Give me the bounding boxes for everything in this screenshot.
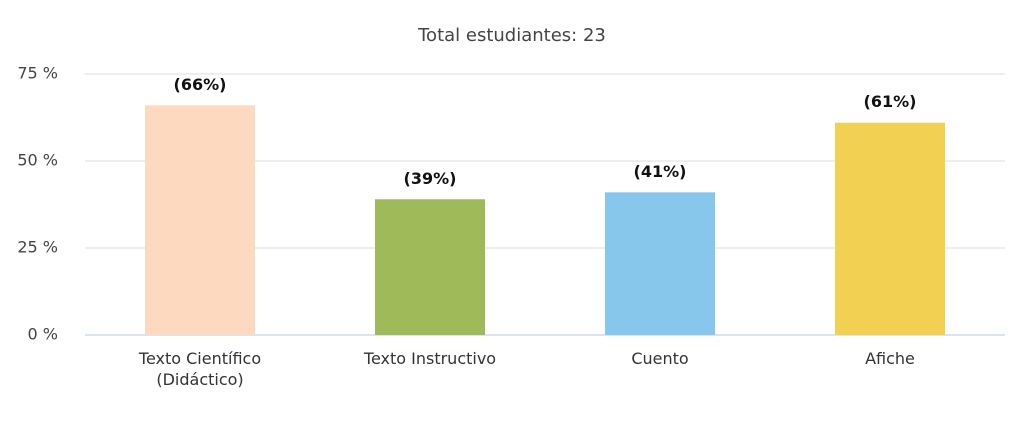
- x-tick-label: Afiche: [865, 349, 915, 368]
- y-tick-label: 0 %: [28, 325, 58, 344]
- x-tick-label: Texto Instructivo: [363, 349, 497, 368]
- y-tick-label: 50 %: [17, 151, 58, 170]
- value-label: (41%): [634, 162, 687, 181]
- bar: [605, 192, 715, 335]
- y-tick-label: 25 %: [17, 238, 58, 257]
- y-tick-label: 75 %: [17, 64, 58, 83]
- bar: [835, 122, 945, 335]
- bar: [375, 199, 485, 335]
- chart-title: Total estudiantes: 23: [417, 25, 606, 46]
- value-label: (61%): [864, 92, 917, 111]
- x-tick-label: Texto Científico (Didáctico): [138, 349, 262, 389]
- bar: [145, 105, 255, 335]
- value-label: (39%): [404, 169, 457, 188]
- value-label: (66%): [174, 75, 227, 94]
- x-tick-label: Cuento: [631, 349, 689, 368]
